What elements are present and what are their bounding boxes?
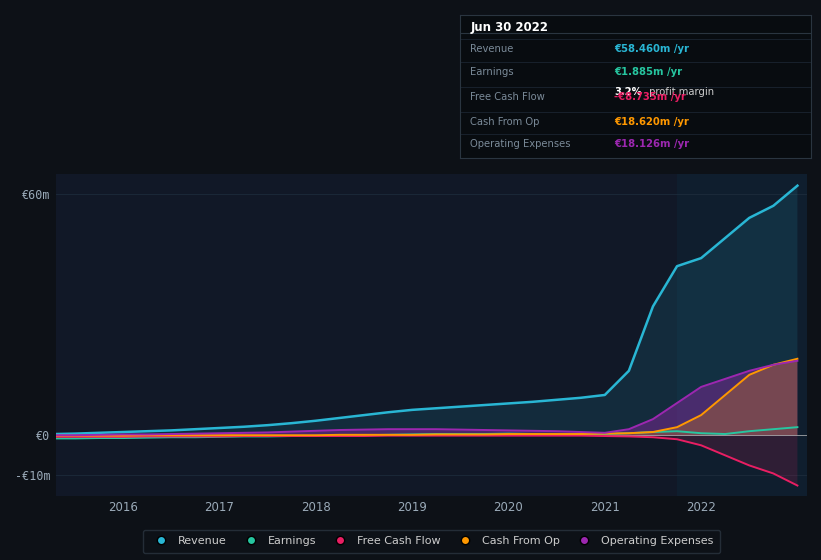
Text: -€8.735m /yr: -€8.735m /yr: [614, 92, 686, 102]
Legend: Revenue, Earnings, Free Cash Flow, Cash From Op, Operating Expenses: Revenue, Earnings, Free Cash Flow, Cash …: [143, 530, 720, 553]
Text: €1.885m /yr: €1.885m /yr: [614, 67, 682, 77]
Text: Cash From Op: Cash From Op: [470, 116, 539, 127]
Text: profit margin: profit margin: [646, 86, 714, 96]
Text: Jun 30 2022: Jun 30 2022: [470, 21, 548, 34]
Text: €58.460m /yr: €58.460m /yr: [614, 44, 690, 54]
Text: Free Cash Flow: Free Cash Flow: [470, 92, 545, 102]
Text: Operating Expenses: Operating Expenses: [470, 139, 571, 150]
Text: €18.620m /yr: €18.620m /yr: [614, 116, 690, 127]
Text: Earnings: Earnings: [470, 67, 514, 77]
Text: Revenue: Revenue: [470, 44, 514, 54]
Bar: [677, 174, 807, 496]
Text: €18.126m /yr: €18.126m /yr: [614, 139, 690, 150]
Text: 3.2%: 3.2%: [614, 86, 642, 96]
